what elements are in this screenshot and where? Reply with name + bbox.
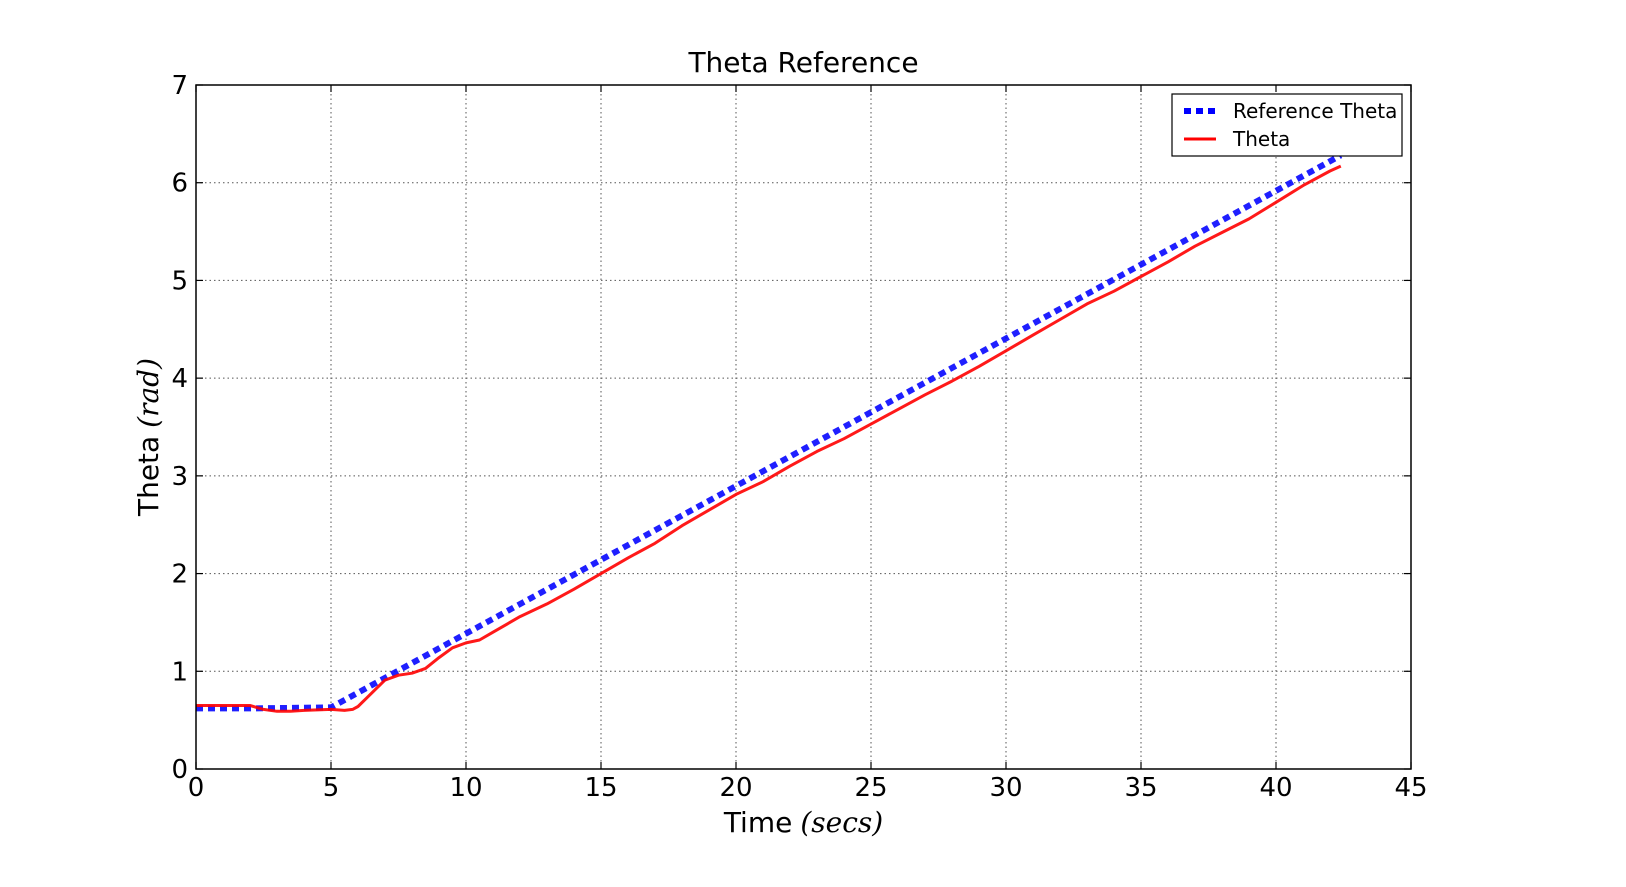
x-tick-label: 30 [989,773,1022,803]
legend-entry-theta: Theta [1232,127,1290,151]
plot-frame [195,84,1412,770]
x-axis-unit: (secs) [800,806,883,839]
plot-area [196,152,1343,713]
y-tick-label: 6 [171,169,188,199]
legend-entry-reference-theta: Reference Theta [1233,99,1397,123]
y-axis-label-text: Theta [132,436,165,517]
y-axis-label: Theta (rad) [132,358,165,517]
x-tick-label: 45 [1394,773,1427,803]
y-axis-unit: (rad) [132,358,165,428]
series-line-theta [196,164,1342,713]
y-tick-label: 7 [171,71,188,101]
x-tick-label: 5 [323,773,340,803]
x-axis-label: Time (secs) [723,806,883,839]
x-tick-label: 15 [584,773,617,803]
x-tick-label: 0 [188,773,205,803]
x-tick-label: 40 [1259,773,1292,803]
x-axis-label-text: Time [723,806,793,839]
legend-box [1171,93,1403,157]
grid [196,85,1411,769]
y-tick-label: 3 [171,462,188,492]
y-tick-label: 4 [171,364,188,394]
x-tick-label: 35 [1124,773,1157,803]
y-tick-label: 5 [171,266,188,296]
x-tick-label: 25 [854,773,887,803]
x-tick-label: 20 [719,773,752,803]
y-tick-label: 1 [171,657,188,687]
legend: Reference Theta Theta [1171,93,1403,157]
y-tick-label: 0 [171,755,188,785]
series-line-reference-theta [196,152,1343,712]
y-tick-label: 2 [171,560,188,590]
chart-title: Theta Reference [687,46,918,79]
x-tick-label: 10 [449,773,482,803]
